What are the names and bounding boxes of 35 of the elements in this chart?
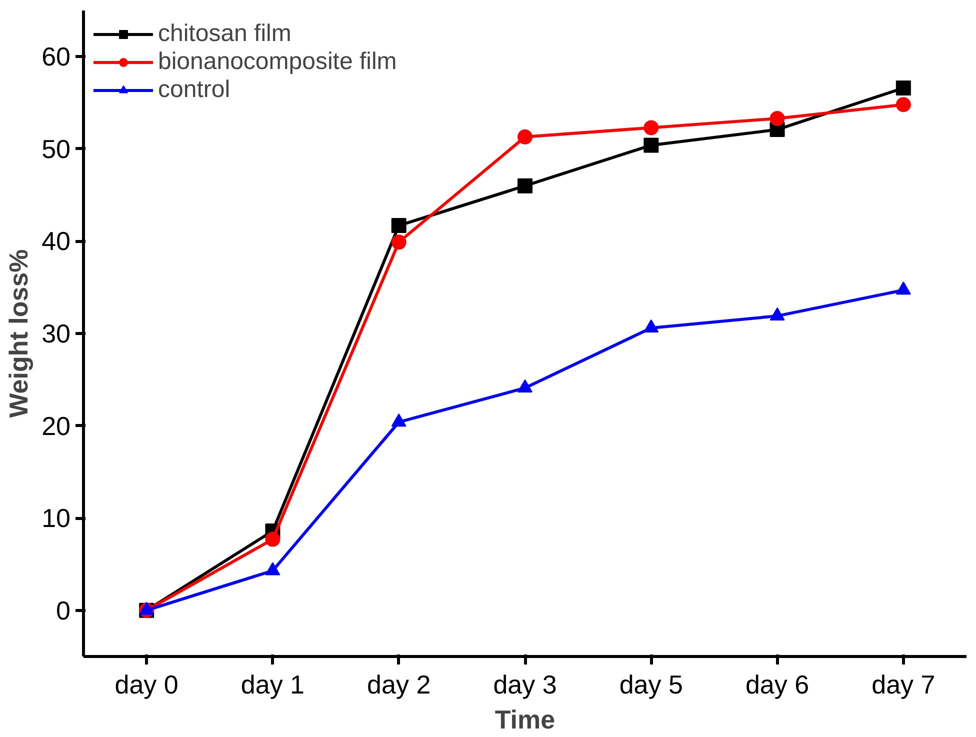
x-tick-label: day 5 <box>619 670 683 700</box>
x-tick-label: day 6 <box>745 670 810 700</box>
point <box>391 218 406 234</box>
point <box>391 234 406 250</box>
point <box>770 110 785 126</box>
x-tick-label: day 0 <box>114 670 178 700</box>
legend-label: chitosan film <box>158 20 292 48</box>
point <box>896 282 911 295</box>
x-tick-label: day 2 <box>367 670 431 700</box>
y-axis-title: Weight loss% <box>4 249 34 418</box>
point <box>391 414 406 427</box>
point <box>896 97 911 112</box>
legend-label: control <box>158 76 230 104</box>
point <box>518 379 532 392</box>
x-tick-label: day 1 <box>240 670 305 700</box>
point <box>518 178 532 194</box>
y-tick-label: 0 <box>56 595 71 626</box>
point <box>644 138 659 153</box>
point <box>896 80 911 96</box>
point <box>518 129 532 144</box>
point <box>644 120 659 136</box>
point <box>139 602 154 615</box>
y-tick-label: 30 <box>42 318 70 348</box>
x-tick-label: day 7 <box>872 670 936 700</box>
y-tick-label: 40 <box>42 226 70 256</box>
point <box>265 562 280 576</box>
y-tick-label: 20 <box>42 410 70 441</box>
legend-label: bionanocomposite film <box>158 48 397 76</box>
point <box>770 307 785 321</box>
x-axis-title: Time <box>494 704 556 734</box>
y-tick-label: 10 <box>42 503 70 534</box>
x-tick-label: day 3 <box>493 670 557 700</box>
point <box>644 319 659 333</box>
y-tick-label: 60 <box>42 42 70 72</box>
y-tick-label: 50 <box>42 134 70 164</box>
